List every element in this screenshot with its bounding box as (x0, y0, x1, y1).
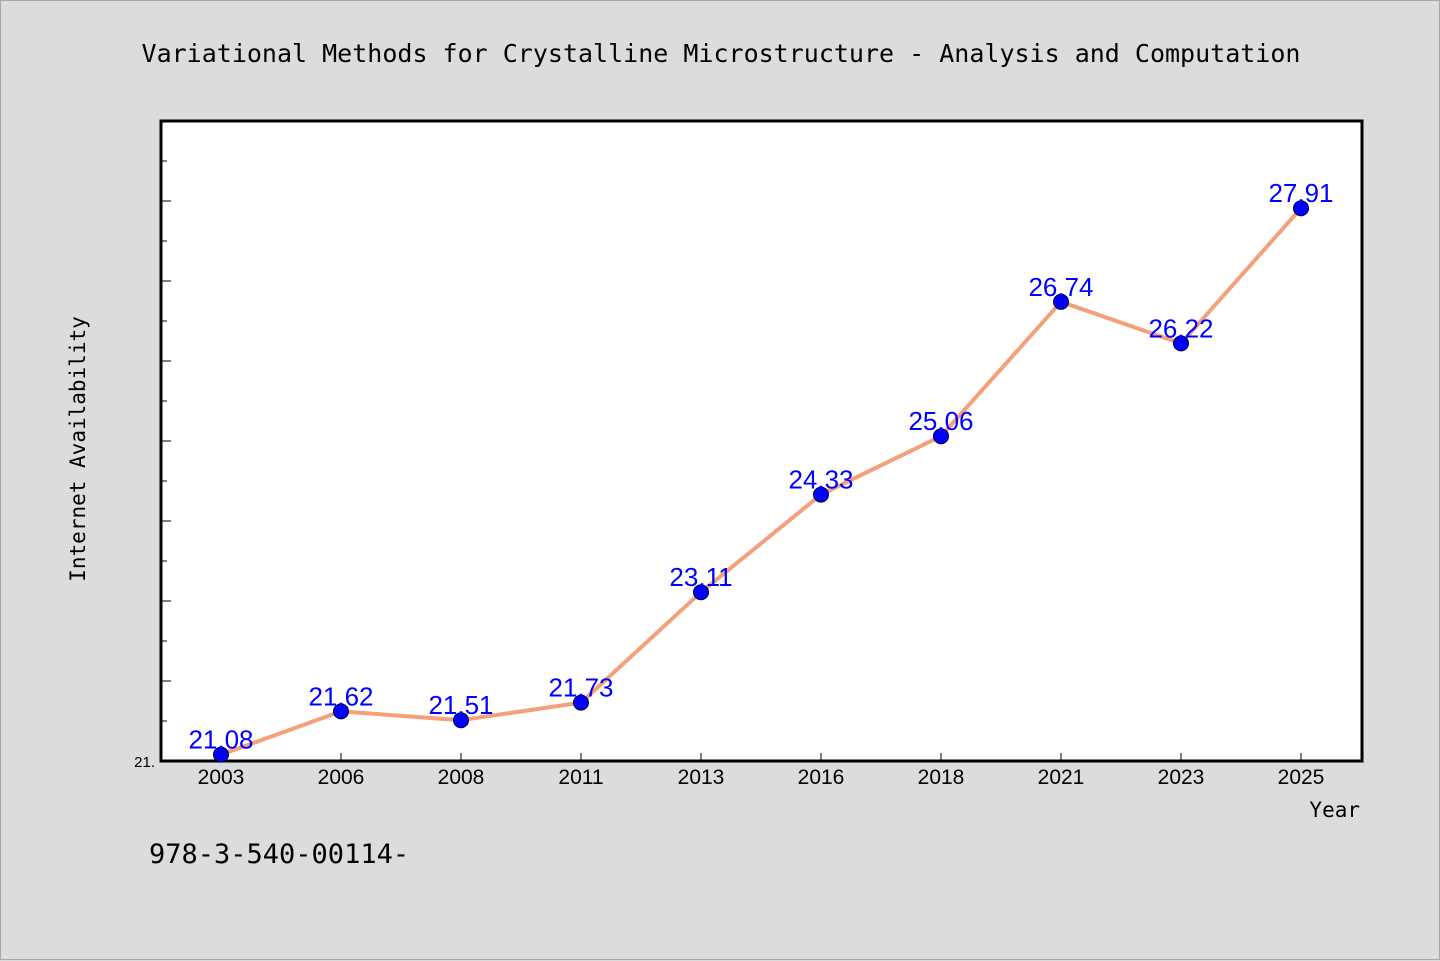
data-point (1053, 293, 1069, 310)
x-tick-label: 2023 (1158, 766, 1205, 789)
x-tick-label: 2008 (438, 766, 485, 789)
data-label: 21.73 (548, 673, 613, 703)
x-tick-label: 2013 (678, 766, 725, 789)
series-group (213, 200, 1309, 763)
x-tick-label: 2021 (1038, 766, 1085, 789)
chart-title: Variational Methods for Crystalline Micr… (142, 39, 1301, 68)
y-axis-label: Internet Availability (66, 316, 90, 582)
series-line (219, 206, 1303, 757)
x-axis-label: Year (1309, 798, 1360, 822)
data-label: 26.22 (1148, 313, 1213, 343)
data-label: 25.06 (908, 406, 973, 436)
data-label: 24.33 (788, 465, 853, 495)
data-point (693, 584, 709, 601)
x-tick-label: 2018 (918, 766, 965, 789)
x-tick-label: 2016 (798, 766, 845, 789)
footnote-text: 978-3-540-00114- (149, 839, 409, 870)
data-labels: 21.08 21.62 21.51 21.73 23.11 24.33 25.06 26.74… (188, 178, 1333, 754)
data-label: 21.08 (188, 725, 253, 755)
data-point (813, 486, 829, 503)
y-axis-ticks (161, 120, 171, 762)
data-label: 27.91 (1268, 178, 1333, 208)
data-point (1173, 335, 1189, 352)
data-point (333, 703, 349, 720)
y-tick-label: 21. (134, 754, 155, 771)
data-point (213, 746, 229, 763)
data-point (1293, 200, 1309, 217)
data-point (573, 694, 589, 711)
x-tick-labels: 2003 2006 2008 2011 2013 2016 2018 2021 2023 2025 (198, 766, 1325, 789)
data-label: 21.51 (428, 690, 493, 720)
x-tick-label: 2025 (1278, 766, 1325, 789)
x-tick-label: 2011 (558, 766, 603, 789)
data-label: 26.74 (1028, 272, 1093, 302)
x-tick-label: 2003 (198, 766, 245, 789)
plot-area (159, 119, 1364, 763)
data-point (933, 428, 949, 445)
data-label: 23.11 (669, 562, 732, 592)
x-tick-label: 2006 (318, 766, 365, 789)
data-label: 21.62 (308, 681, 373, 711)
data-point (453, 712, 469, 729)
